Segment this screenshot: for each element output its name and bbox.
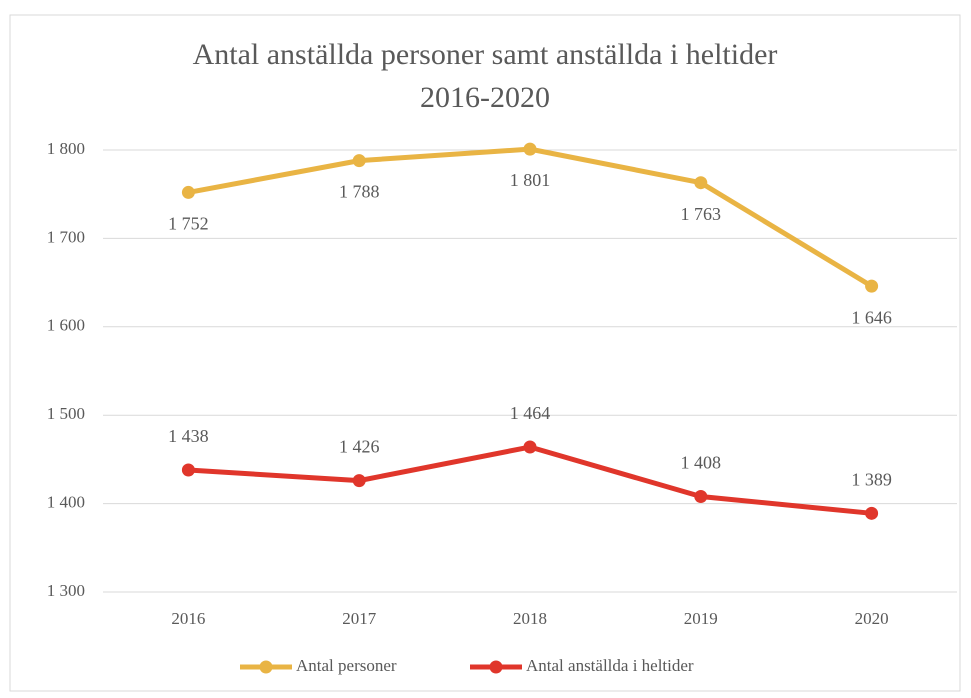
x-tick-label: 2018 (513, 609, 547, 628)
legend-label: Antal anställda i heltider (526, 656, 694, 675)
data-label: 1 438 (168, 426, 209, 446)
y-tick-label: 1 700 (47, 227, 85, 246)
data-label: 1 426 (339, 437, 380, 457)
y-tick-label: 1 800 (47, 139, 85, 158)
x-tick-label: 2020 (855, 609, 889, 628)
data-point (352, 154, 366, 168)
data-label: 1 646 (851, 307, 892, 327)
data-label: 1 464 (510, 403, 551, 423)
data-point (181, 463, 195, 477)
y-tick-label: 1 400 (47, 493, 85, 512)
legend-label: Antal personer (296, 656, 397, 675)
data-label: 1 752 (168, 214, 209, 234)
data-point (352, 474, 366, 488)
data-point (694, 176, 708, 190)
data-point (694, 490, 708, 504)
y-tick-label: 1 600 (47, 316, 85, 335)
y-tick-label: 1 300 (47, 581, 85, 600)
data-point (523, 440, 537, 454)
legend-marker (259, 660, 273, 674)
data-label: 1 408 (681, 453, 722, 473)
chart-subtitle: 2016-2020 (420, 81, 550, 114)
data-point (523, 142, 537, 156)
y-tick-label: 1 500 (47, 404, 85, 423)
legend-marker (489, 660, 503, 674)
data-label: 1 801 (510, 170, 551, 190)
chart-frame (9, 14, 961, 692)
x-tick-label: 2016 (171, 609, 205, 628)
chart-title: Antal anställda personer samt anställda … (193, 38, 778, 71)
x-tick-label: 2019 (684, 609, 718, 628)
data-label: 1 389 (851, 469, 892, 489)
data-label: 1 763 (681, 204, 722, 224)
data-label: 1 788 (339, 182, 380, 202)
x-tick-label: 2017 (342, 609, 377, 628)
data-point (865, 279, 879, 293)
data-point (865, 506, 879, 520)
data-point (181, 185, 195, 199)
